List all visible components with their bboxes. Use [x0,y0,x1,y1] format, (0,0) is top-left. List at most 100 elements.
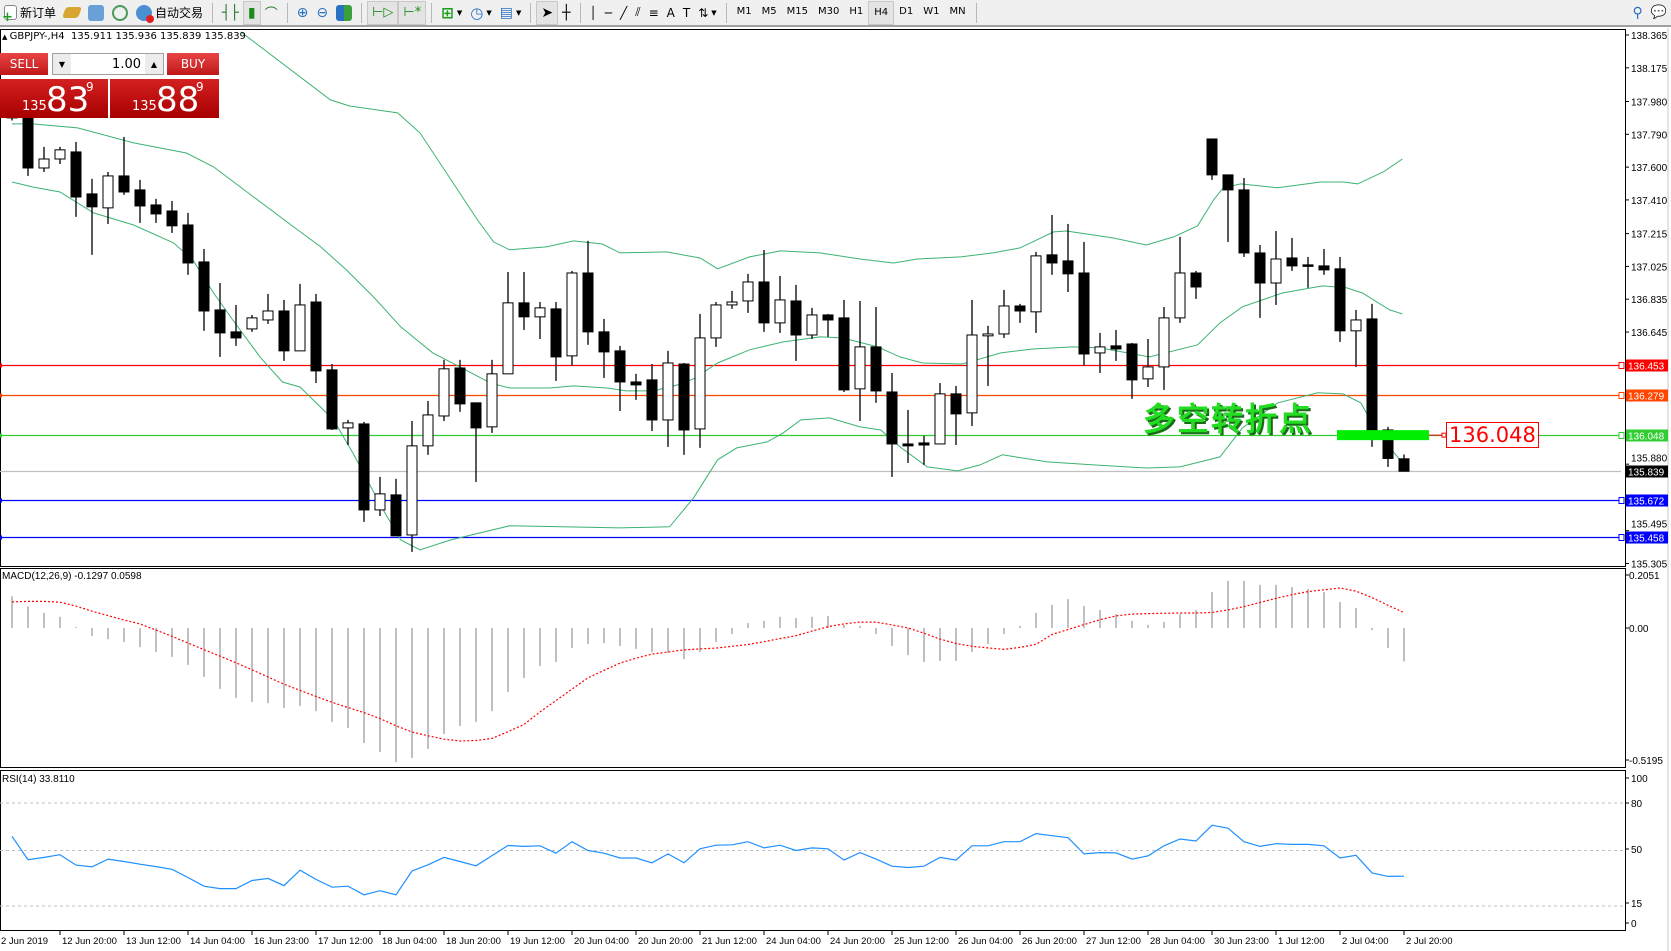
candle[interactable] [118,136,130,195]
candle[interactable] [1014,303,1026,323]
timeframe-w1[interactable]: W1 [923,6,940,17]
zoom-in-button[interactable]: ⊕ [293,2,313,24]
candle[interactable] [102,171,114,224]
sell-price-button[interactable]: 135 83 9 [0,79,108,120]
candle[interactable] [278,299,290,361]
candle[interactable] [134,179,146,223]
level-line-handle-left[interactable] [0,363,2,368]
candle[interactable] [758,250,770,332]
candle[interactable] [374,476,386,516]
timeframe-d1[interactable]: D1 [899,6,914,17]
tile-windows-button[interactable] [332,2,356,24]
level-line-handle-left[interactable] [0,433,2,438]
auto-scroll-button[interactable]: ⊢▷ [367,0,399,25]
lot-increase-icon[interactable]: ▲ [145,54,163,74]
candle[interactable] [294,283,306,352]
horizontal-line-tool[interactable]: ─ [601,2,616,24]
bar-chart-button[interactable]: ┤├ [218,2,243,24]
candle[interactable] [1206,138,1218,180]
candle[interactable] [1046,214,1058,275]
chart-shift-button[interactable]: ⊢* [398,0,427,25]
candlestick-chart-button[interactable]: ▮ [242,0,261,25]
indicators-button[interactable]: ⊞ ▼ [437,2,466,24]
candle[interactable] [550,301,562,381]
buy-price-button[interactable]: 135 88 9 [110,79,219,120]
candle[interactable] [1318,248,1330,275]
candle[interactable] [1078,241,1090,366]
candle[interactable] [678,362,690,455]
level-line-handle[interactable] [1618,392,1625,399]
candle[interactable] [246,314,258,332]
timeframe-m30[interactable]: M30 [818,6,840,17]
candle[interactable] [838,299,850,392]
candle[interactable] [326,363,338,430]
candle[interactable] [886,372,898,477]
level-line-handle-left[interactable] [0,535,2,540]
search-button[interactable]: ⚲ [1629,2,1647,24]
timeframe-m1[interactable]: M1 [736,6,752,17]
candle[interactable] [1222,174,1234,242]
candle[interactable] [1174,236,1186,323]
auto-trading-button[interactable]: 自动交易 [132,2,207,24]
level-line-handle-left[interactable] [0,498,2,503]
candle[interactable] [262,293,274,324]
candle[interactable] [54,146,66,165]
candle[interactable] [486,359,498,433]
text-tool[interactable]: A [663,2,679,24]
equidistant-channel-tool[interactable]: ⫽ [631,2,644,24]
timeframe-h1[interactable]: H1 [849,6,864,17]
candle[interactable] [1398,454,1410,472]
buy-button[interactable]: BUY [167,53,219,75]
candle[interactable] [1190,270,1202,299]
candle[interactable] [70,141,82,217]
candle[interactable] [694,313,706,448]
candle[interactable] [950,385,962,445]
crosshair-tool[interactable]: ┼ [558,2,574,24]
candle[interactable] [406,420,418,552]
candle[interactable] [870,307,882,403]
candle[interactable] [534,301,546,339]
candle[interactable] [198,248,210,331]
candle[interactable] [1030,251,1042,333]
level-line-handle-left[interactable] [0,393,2,398]
candle[interactable] [598,318,610,378]
lot-decrease-icon[interactable]: ▼ [53,54,71,74]
candle[interactable] [982,325,994,386]
level-line-handle[interactable] [1618,534,1625,541]
chat-button[interactable]: 💬 [1647,2,1671,24]
candle[interactable] [358,421,370,522]
candle[interactable] [1366,303,1378,447]
collapse-arrow-icon[interactable]: ▲ [2,33,10,41]
periods-button[interactable]: ◷ ▼ [466,2,495,24]
timeframe-h4[interactable]: H4 [868,0,895,25]
candle[interactable] [1158,307,1170,390]
candle[interactable] [150,198,162,223]
candle[interactable] [1270,231,1282,305]
candle[interactable] [998,289,1010,338]
candle[interactable] [614,345,626,411]
candle[interactable] [422,400,434,455]
candle[interactable] [806,307,818,339]
candle[interactable] [1334,256,1346,342]
line-chart-button[interactable]: ⌒ [261,2,282,24]
candle[interactable] [934,382,946,445]
candle[interactable] [1350,309,1362,367]
candle[interactable] [742,273,754,313]
candle[interactable] [774,275,786,333]
candle[interactable] [1254,245,1266,318]
market-watch-button[interactable] [60,2,84,24]
templates-button[interactable]: ▤ ▼ [496,2,526,24]
candle[interactable] [710,301,722,347]
reversal-level-bar[interactable] [1337,430,1429,441]
candle[interactable] [582,240,594,345]
timeframe-mn[interactable]: MN [949,6,966,17]
trendline-tool[interactable]: ╱ [616,2,631,24]
lot-size-value[interactable]: 1.00 [112,56,141,72]
candle[interactable] [822,313,834,337]
candle[interactable] [470,402,482,482]
cursor-tool[interactable]: ➤ [536,0,559,25]
candle[interactable] [918,435,930,465]
new-order-button[interactable]: + 新订单 [0,2,60,24]
level-line-handle[interactable] [1618,362,1625,369]
